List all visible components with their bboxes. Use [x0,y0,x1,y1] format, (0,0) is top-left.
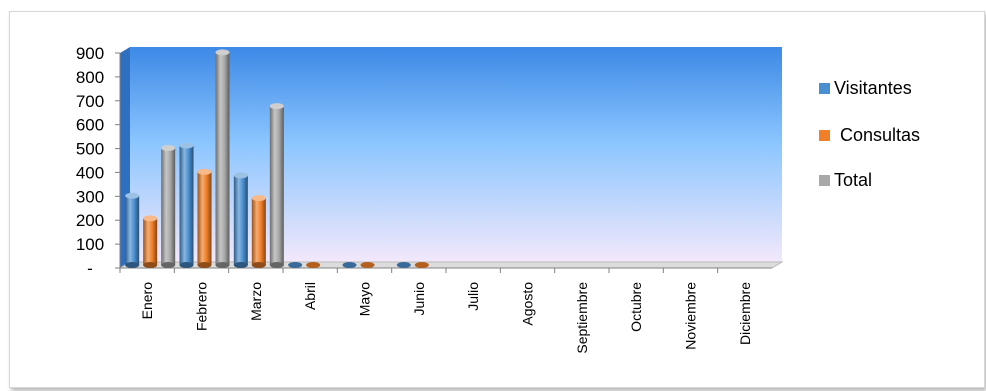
y-tick-label: 700 [76,92,104,111]
x-tick-label: Mayo [357,282,373,316]
y-tick-label: 400 [76,163,104,182]
bar-top [251,195,266,202]
bar-base [233,262,248,268]
bar-top [197,168,212,175]
y-tick-label: 900 [76,44,104,63]
y-tick-label: 500 [76,140,104,159]
y-tick-label: 300 [76,187,104,206]
legend-swatch [819,175,830,186]
y-tick-label: 800 [76,68,104,87]
bar-top [233,172,248,179]
bar-consultas [360,262,375,268]
legend-label: Consultas [840,125,921,145]
bar-top [269,103,284,110]
bar-top [143,215,158,222]
bar-total [161,147,176,265]
legend-label: Visitantes [834,78,912,98]
legend-item-consultas: Consultas [819,125,920,146]
bar-base [197,262,212,268]
x-tick-label: Julio [465,282,481,311]
bar-consultas [143,218,158,265]
legend-item-total: Total [819,170,872,191]
bar-base [215,262,230,268]
legend-item-visitantes: Visitantes [819,78,912,99]
y-tick-label: 200 [76,211,104,230]
bar-base [143,262,158,268]
y-tick-label: 600 [76,116,104,135]
bar-visitantes [125,195,140,265]
bar-consultas [306,262,321,268]
legend-swatch [819,130,830,141]
bar-top [215,49,230,56]
bar-visitantes [288,262,303,268]
bar-consultas [197,171,212,265]
x-tick-label: Marzo [248,282,264,321]
x-tick-label: Noviembre [683,282,699,350]
legend-label: Total [834,170,873,190]
x-tick-label: Septiembre [574,282,590,354]
x-tick-label: Agosto [520,282,536,326]
y-tick-label: 100 [76,235,104,254]
bar-top [161,144,176,151]
x-tick-label: Enero [139,282,155,320]
bar-consultas [251,198,266,265]
bar-base [161,262,176,268]
x-tick-label: Junio [411,282,427,316]
bar-base [269,262,284,268]
bar-top [179,142,194,149]
x-tick-label: Octubre [628,282,644,332]
x-tick-label: Febrero [194,282,210,331]
bar-visitantes [233,175,248,265]
bar-base [251,262,266,268]
bar-visitantes [342,262,357,268]
x-tick-label: Abril [302,282,318,310]
bar-consultas [414,262,429,268]
bar-total [269,106,284,265]
bar-total [215,52,230,266]
x-tick-label: Diciembre [737,282,753,345]
bar-base [179,262,194,268]
bar-visitantes [396,262,411,268]
y-tick-label: - [87,259,93,278]
bar-base [125,262,140,268]
bar-top [125,192,140,199]
bar-visitantes [179,145,194,265]
legend-swatch [819,83,830,94]
